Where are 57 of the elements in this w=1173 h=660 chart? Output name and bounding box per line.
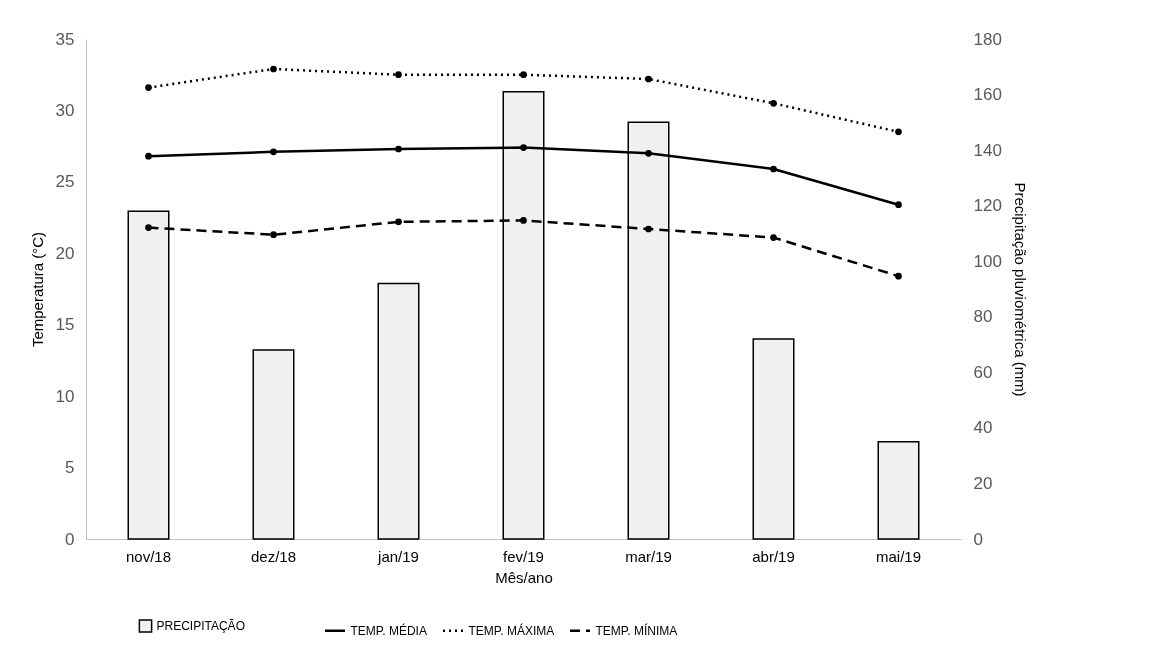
- y-tick-label: 0: [65, 529, 75, 549]
- point: [895, 201, 902, 209]
- y2-tick-label: 160: [973, 85, 1002, 105]
- point: [270, 231, 277, 239]
- bar: [752, 338, 795, 540]
- point: [395, 145, 402, 153]
- x-tick-label: abr/19: [752, 547, 795, 565]
- y2-tick-label: 40: [973, 418, 993, 438]
- point: [395, 218, 402, 226]
- point: [520, 217, 527, 224]
- point: [645, 149, 652, 157]
- legend-label: TEMP. MÍNIMA: [595, 622, 678, 638]
- y-tick-label: 5: [65, 458, 75, 478]
- x-tick-label: nov/18: [125, 547, 172, 565]
- point: [895, 128, 902, 136]
- y2-tick-label: 0: [973, 529, 983, 549]
- bar: [877, 441, 920, 540]
- y2-tick-label: 120: [973, 196, 1002, 216]
- legend-label: TEMP. MÉDIA: [350, 622, 427, 638]
- point: [145, 84, 152, 91]
- point: [645, 225, 652, 233]
- y-tick-label: 35: [55, 29, 75, 49]
- x-tick-label: dez/18: [250, 547, 297, 565]
- point: [520, 71, 527, 79]
- x-tick-label: mar/19: [625, 547, 672, 565]
- bar: [252, 349, 295, 540]
- x-axis-title: Mês/ano: [495, 568, 553, 586]
- y2-tick-label: 60: [973, 362, 993, 382]
- point: [770, 234, 777, 241]
- bar: [377, 282, 420, 540]
- point: [145, 152, 152, 160]
- point: [520, 144, 527, 151]
- x-tick-label: mai/19: [875, 547, 922, 565]
- point: [270, 148, 277, 156]
- point: [895, 272, 902, 280]
- point: [145, 224, 152, 231]
- y-tick-label: 15: [55, 315, 75, 335]
- legend-label: PRECIPITAÇÃO: [156, 619, 245, 633]
- x-tick-label: fev/19: [503, 547, 544, 565]
- y2-axis-title: Precipitação pluviométrica (mm): [1011, 182, 1029, 397]
- y2-tick-label: 20: [973, 473, 993, 493]
- y2-tick-label: 140: [973, 140, 1002, 160]
- point: [770, 99, 777, 107]
- y2-tick-label: 180: [973, 29, 1002, 49]
- y2-tick-label: 100: [973, 251, 1002, 271]
- point: [645, 75, 652, 83]
- point: [770, 165, 777, 173]
- x-tick-label: jan/19: [377, 547, 419, 565]
- y-tick-label: 20: [55, 243, 75, 263]
- legend-label: TEMP. MÁXIMA: [468, 622, 555, 638]
- y-tick-label: 25: [55, 172, 75, 192]
- point: [270, 65, 277, 73]
- y2-tick-label: 80: [973, 307, 993, 327]
- y-tick-label: 10: [55, 386, 75, 406]
- point: [395, 71, 402, 79]
- y-axis-title: Temperatura (°C): [28, 231, 46, 348]
- y-tick-label: 30: [55, 100, 75, 120]
